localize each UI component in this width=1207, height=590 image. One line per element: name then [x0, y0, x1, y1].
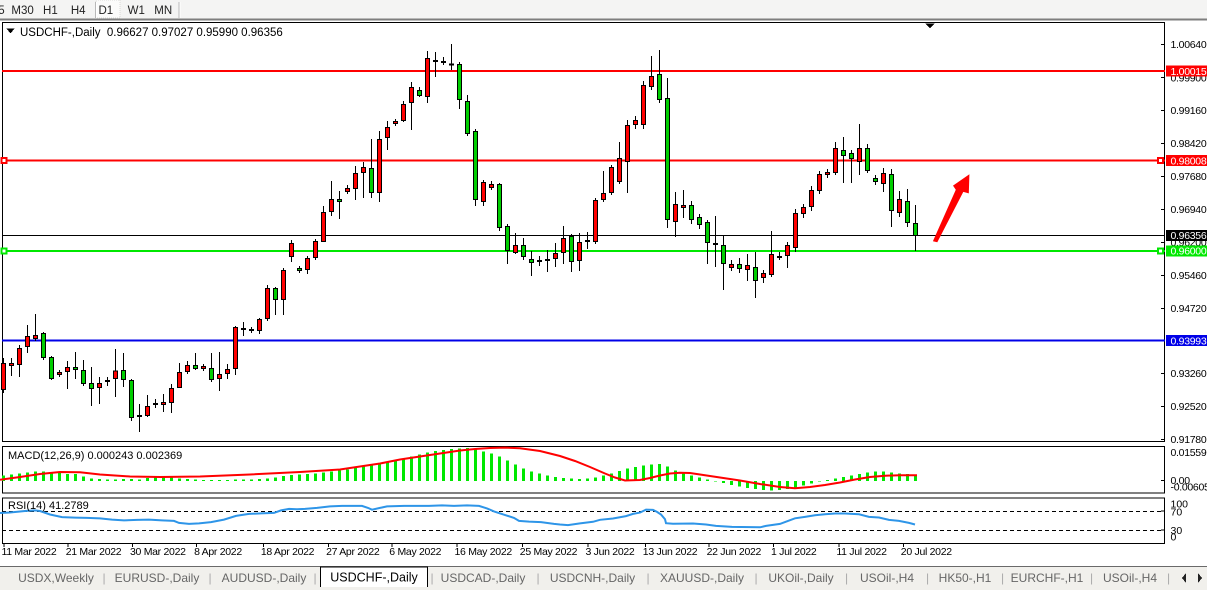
svg-text:0.94720: 0.94720 [1171, 303, 1207, 315]
svg-text:|: | [536, 571, 539, 585]
svg-text:USDCAD-,Daily: USDCAD-,Daily [441, 571, 526, 585]
svg-text:USDCNH-,Daily: USDCNH-,Daily [550, 571, 635, 585]
svg-text:27 Apr 2022: 27 Apr 2022 [326, 546, 380, 558]
svg-text:HK50-,H1: HK50-,H1 [939, 571, 992, 585]
svg-text:W1: W1 [128, 5, 145, 17]
svg-text:16 May 2022: 16 May 2022 [455, 546, 513, 558]
svg-text:0.96000: 0.96000 [1171, 246, 1207, 258]
svg-text:MACD(12,26,9) 0.000243 0.00236: MACD(12,26,9) 0.000243 0.002369 [8, 450, 182, 462]
svg-text:22 Jun 2022: 22 Jun 2022 [707, 546, 762, 558]
svg-text:0.97680: 0.97680 [1171, 171, 1207, 183]
svg-text:0.00: 0.00 [1171, 475, 1191, 487]
svg-text:H1: H1 [43, 5, 58, 17]
svg-text:1 Jul 2022: 1 Jul 2022 [771, 546, 817, 558]
svg-text:MN: MN [154, 5, 172, 17]
svg-text:0.92520: 0.92520 [1171, 401, 1207, 413]
svg-text:-0.0060550: -0.0060550 [1171, 482, 1207, 494]
svg-text:EURUSD-,Daily: EURUSD-,Daily [115, 571, 200, 585]
svg-text:30 Mar 2022: 30 Mar 2022 [130, 546, 186, 558]
svg-text:USOil-,H4: USOil-,H4 [860, 571, 914, 585]
svg-text:USDCHF-,Daily: USDCHF-,Daily [330, 571, 418, 585]
svg-text:|: | [926, 571, 929, 585]
svg-text:11 Jul 2022: 11 Jul 2022 [836, 546, 887, 558]
svg-text:|: | [1090, 571, 1093, 585]
svg-text:|: | [430, 571, 433, 585]
svg-text:0.95460: 0.95460 [1171, 270, 1207, 282]
svg-text:M30: M30 [11, 5, 33, 17]
svg-text:0.93993: 0.93993 [1171, 336, 1207, 348]
svg-text:25 May 2022: 25 May 2022 [520, 546, 578, 558]
svg-text:XAUUSD-,Daily: XAUUSD-,Daily [660, 571, 744, 585]
svg-text:1.00015: 1.00015 [1171, 66, 1207, 78]
svg-text:5: 5 [0, 5, 5, 17]
svg-text:70: 70 [1171, 507, 1183, 519]
svg-text:3 Jun 2022: 3 Jun 2022 [586, 546, 635, 558]
svg-text:20 Jul 2022: 20 Jul 2022 [901, 546, 952, 558]
svg-text:0.91780: 0.91780 [1171, 434, 1207, 446]
svg-text:18 Apr 2022: 18 Apr 2022 [261, 546, 315, 558]
svg-text:1.00640: 1.00640 [1171, 39, 1207, 51]
svg-text:EURCHF-,H1: EURCHF-,H1 [1011, 571, 1084, 585]
svg-text:H4: H4 [71, 5, 86, 17]
svg-text:0: 0 [1171, 532, 1177, 544]
svg-text:|: | [1167, 571, 1170, 585]
svg-text:13 Jun 2022: 13 Jun 2022 [643, 546, 698, 558]
svg-text:21 Mar 2022: 21 Mar 2022 [66, 546, 122, 558]
svg-text:0.96940: 0.96940 [1171, 204, 1207, 216]
svg-text:11 Mar 2022: 11 Mar 2022 [2, 546, 57, 558]
svg-text:|: | [1001, 571, 1004, 585]
svg-text:6 May 2022: 6 May 2022 [389, 546, 441, 558]
svg-text:USOil-,H4: USOil-,H4 [1103, 571, 1157, 585]
svg-text:USDCHF-,Daily 0.96627 0.97027: USDCHF-,Daily 0.96627 0.97027 0.95990 0.… [20, 27, 283, 39]
svg-text:0.99160: 0.99160 [1171, 105, 1207, 117]
svg-text:D1: D1 [98, 5, 113, 17]
svg-text:30: 30 [1171, 525, 1183, 537]
svg-text:USDX,Weekly: USDX,Weekly [18, 571, 94, 585]
svg-text:|: | [313, 571, 316, 585]
svg-text:AUDUSD-,Daily: AUDUSD-,Daily [222, 571, 307, 585]
svg-text:0.98420: 0.98420 [1171, 138, 1207, 150]
svg-text:|: | [646, 571, 649, 585]
svg-text:|: | [845, 571, 848, 585]
svg-text:0.96356: 0.96356 [1171, 230, 1207, 242]
svg-text:0.93260: 0.93260 [1171, 368, 1207, 380]
svg-text:UKOil-,Daily: UKOil-,Daily [768, 571, 833, 585]
svg-text:8 Apr 2022: 8 Apr 2022 [194, 546, 242, 558]
svg-text:100: 100 [1171, 499, 1189, 511]
svg-text:0.015596: 0.015596 [1171, 447, 1207, 459]
svg-text:|: | [754, 571, 757, 585]
svg-text:|: | [208, 571, 211, 585]
svg-text:RSI(14) 41.2789: RSI(14) 41.2789 [8, 500, 89, 512]
svg-text:|: | [102, 571, 105, 585]
svg-text:0.98008: 0.98008 [1171, 156, 1207, 168]
